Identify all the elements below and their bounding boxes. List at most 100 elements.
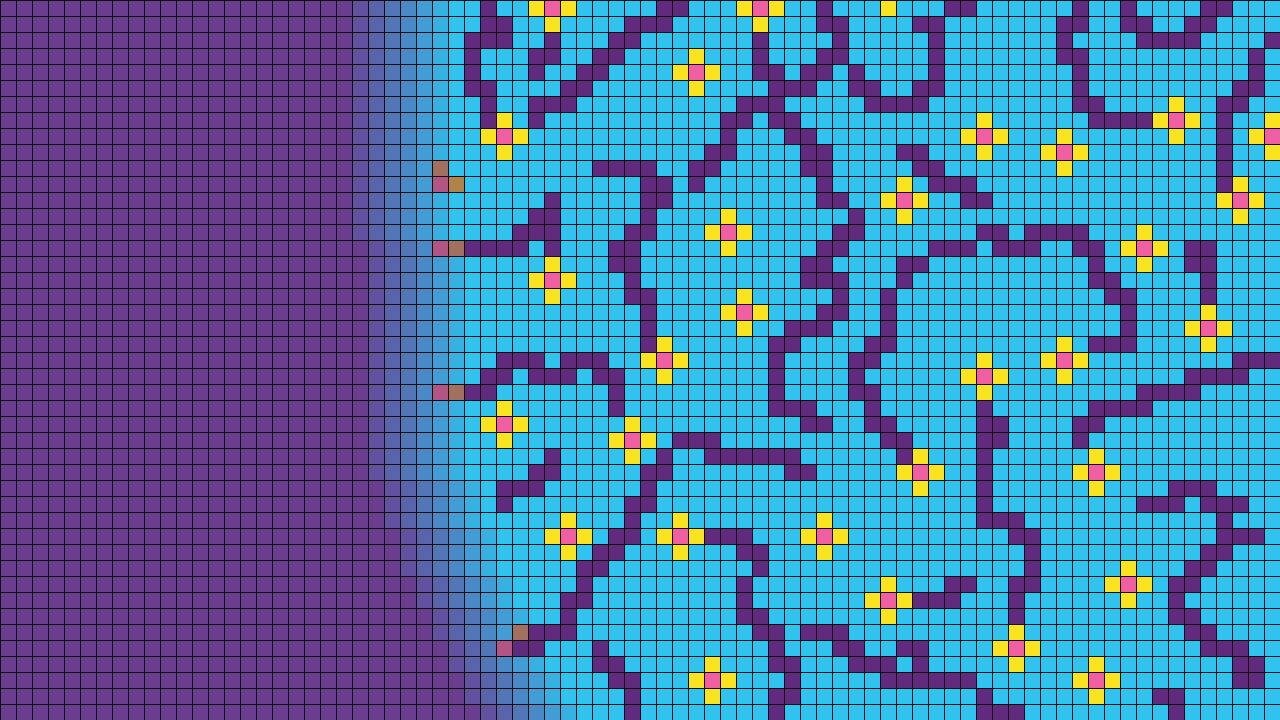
cell xyxy=(577,609,592,624)
cell xyxy=(65,497,80,512)
cell xyxy=(369,49,384,64)
cell xyxy=(273,97,288,112)
cell xyxy=(497,513,512,528)
cell xyxy=(145,81,160,96)
cell xyxy=(545,1,560,16)
cell xyxy=(337,449,352,464)
cell xyxy=(481,529,496,544)
cell xyxy=(1153,305,1168,320)
cell xyxy=(545,193,560,208)
cell xyxy=(833,497,848,512)
cell xyxy=(737,17,752,32)
cell xyxy=(1249,209,1264,224)
cell xyxy=(465,529,480,544)
cell xyxy=(673,657,688,672)
cell xyxy=(801,209,816,224)
cell xyxy=(465,449,480,464)
cell xyxy=(673,385,688,400)
cell xyxy=(417,497,432,512)
cell xyxy=(145,529,160,544)
cell xyxy=(769,225,784,240)
cell xyxy=(657,305,672,320)
cell xyxy=(1169,241,1184,256)
cell xyxy=(257,65,272,80)
cell xyxy=(209,369,224,384)
cell xyxy=(529,49,544,64)
cell xyxy=(977,113,992,128)
cell xyxy=(881,657,896,672)
cell xyxy=(337,161,352,176)
cell xyxy=(817,273,832,288)
cell xyxy=(481,33,496,48)
cell xyxy=(945,385,960,400)
cell xyxy=(449,417,464,432)
cell xyxy=(641,577,656,592)
cell xyxy=(465,561,480,576)
cell xyxy=(337,97,352,112)
cell xyxy=(129,193,144,208)
cell xyxy=(785,593,800,608)
cell xyxy=(561,209,576,224)
cell xyxy=(977,401,992,416)
cell xyxy=(529,97,544,112)
cell xyxy=(369,641,384,656)
cell xyxy=(257,273,272,288)
cell xyxy=(689,433,704,448)
cell xyxy=(641,641,656,656)
cell xyxy=(225,1,240,16)
cell xyxy=(1201,513,1216,528)
cell xyxy=(1025,97,1040,112)
cell xyxy=(241,593,256,608)
cell xyxy=(241,481,256,496)
cell xyxy=(465,193,480,208)
cell xyxy=(81,353,96,368)
cell xyxy=(609,673,624,688)
cell xyxy=(1137,337,1152,352)
cell xyxy=(305,209,320,224)
cell xyxy=(97,177,112,192)
cell xyxy=(1217,561,1232,576)
cell xyxy=(113,529,128,544)
cell xyxy=(593,401,608,416)
cell xyxy=(289,401,304,416)
cell xyxy=(785,177,800,192)
cell xyxy=(1217,49,1232,64)
cell xyxy=(881,81,896,96)
cell xyxy=(977,561,992,576)
cell xyxy=(97,705,112,720)
cell xyxy=(145,129,160,144)
cell xyxy=(49,369,64,384)
cell xyxy=(113,337,128,352)
cell xyxy=(1057,161,1072,176)
cell xyxy=(961,481,976,496)
cell xyxy=(1041,385,1056,400)
cell xyxy=(193,1,208,16)
cell xyxy=(353,337,368,352)
cell xyxy=(1073,689,1088,704)
cell xyxy=(161,593,176,608)
cell xyxy=(529,513,544,528)
cell xyxy=(577,177,592,192)
cell xyxy=(513,321,528,336)
cell xyxy=(1,353,16,368)
cell xyxy=(1153,705,1168,720)
cell xyxy=(513,161,528,176)
cell xyxy=(705,529,720,544)
cell xyxy=(177,225,192,240)
cell xyxy=(1233,145,1248,160)
cell xyxy=(1105,17,1120,32)
cell xyxy=(273,113,288,128)
cell xyxy=(49,529,64,544)
cell xyxy=(433,705,448,720)
cell xyxy=(209,433,224,448)
cell xyxy=(225,529,240,544)
cell xyxy=(817,417,832,432)
cell xyxy=(929,113,944,128)
cell xyxy=(929,401,944,416)
cell xyxy=(401,369,416,384)
cell xyxy=(433,545,448,560)
cell xyxy=(1249,385,1264,400)
cell xyxy=(545,273,560,288)
cell xyxy=(753,305,768,320)
